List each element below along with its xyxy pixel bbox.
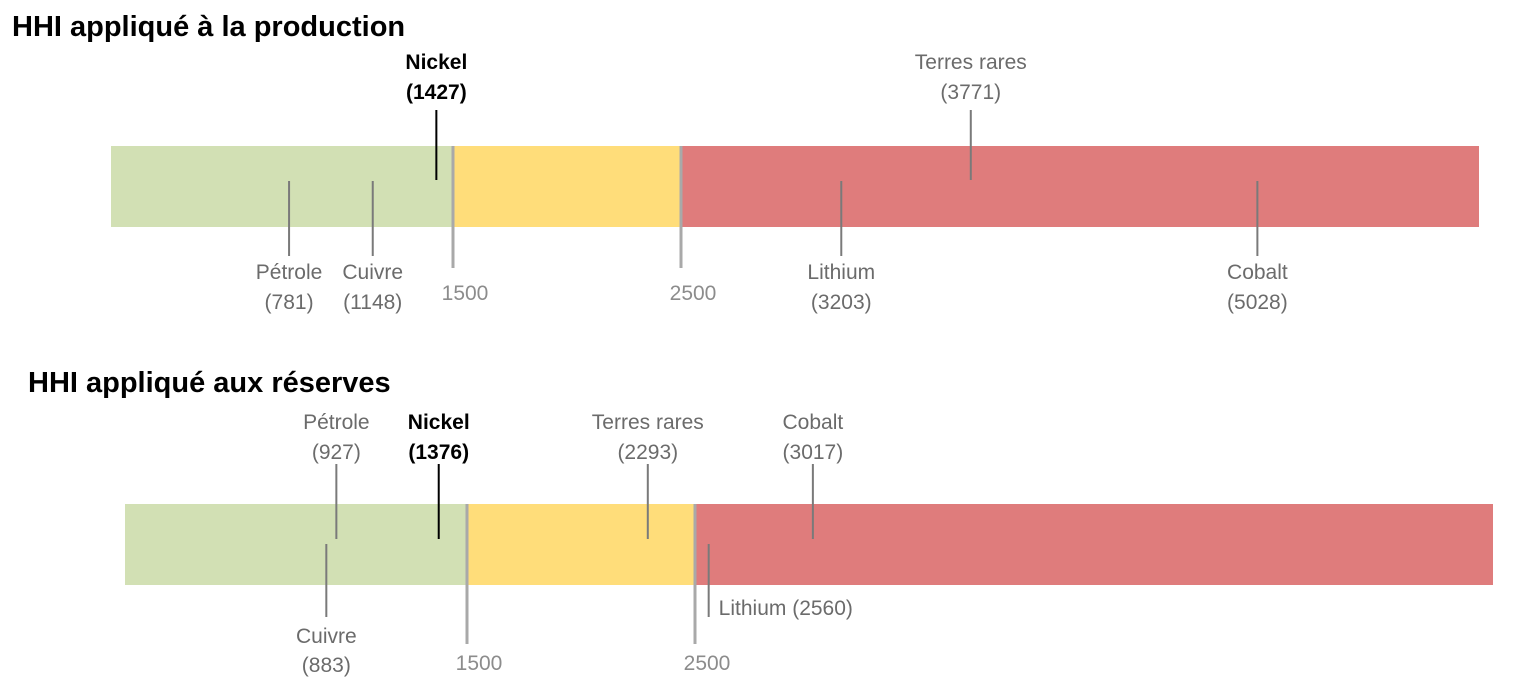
point-label-petrole: Pétrole (303, 411, 370, 434)
point-value-petrole: (927) (312, 441, 361, 464)
point-label-cobalt: Cobalt (1227, 261, 1288, 284)
zone-bar-2 (695, 504, 1493, 585)
zone-bar-0 (125, 504, 467, 585)
point-label-nickel: Nickel (408, 411, 470, 434)
point-value-cobalt: (3017) (783, 441, 844, 464)
panel-production: 1500 2500 Pétrole (781) Cuivre (1148) Nickel (1… (111, 51, 1479, 314)
point-value-cuivre: (883) (302, 654, 351, 677)
point-label-terres-rares: Terres rares (915, 51, 1027, 74)
zone-bar-2 (681, 146, 1479, 227)
threshold-label-1500: 1500 (456, 652, 503, 675)
panel-reserves: 1500 2500 Cuivre (883) Pétrole (927) Nickel (13… (125, 411, 1493, 677)
point-label-nickel: Nickel (405, 51, 467, 74)
point-label-cuivre: Cuivre (342, 261, 403, 284)
point-value-nickel: (1427) (406, 81, 467, 104)
point-value-cuivre: (1148) (343, 291, 402, 314)
point-label-lithium: Lithium (807, 261, 875, 284)
threshold-label-2500: 2500 (684, 652, 731, 675)
threshold-label-2500: 2500 (670, 282, 717, 305)
point-value-terres-rares: (3771) (940, 81, 1001, 104)
point-value-nickel: (1376) (408, 441, 469, 464)
point-label-terres-rares: Terres rares (592, 411, 704, 434)
chart-title-reserves: HHI appliqué aux réserves (28, 367, 391, 399)
point-value-petrole: (781) (265, 291, 314, 314)
zone-bar-1 (453, 146, 681, 227)
chart-title-production: HHI appliqué à la production (12, 11, 405, 43)
point-value-cobalt: (5028) (1227, 291, 1288, 314)
point-label-cuivre: Cuivre (296, 625, 357, 648)
zone-bar-1 (467, 504, 695, 585)
point-value-lithium: (3203) (811, 291, 872, 314)
point-value-terres-rares: (2293) (617, 441, 678, 464)
threshold-label-1500: 1500 (442, 282, 489, 305)
point-label-petrole: Pétrole (256, 261, 323, 284)
point-value-lithium: Lithium (2560) (719, 597, 853, 620)
zone-bar-0 (111, 146, 453, 227)
point-label-cobalt: Cobalt (783, 411, 844, 434)
